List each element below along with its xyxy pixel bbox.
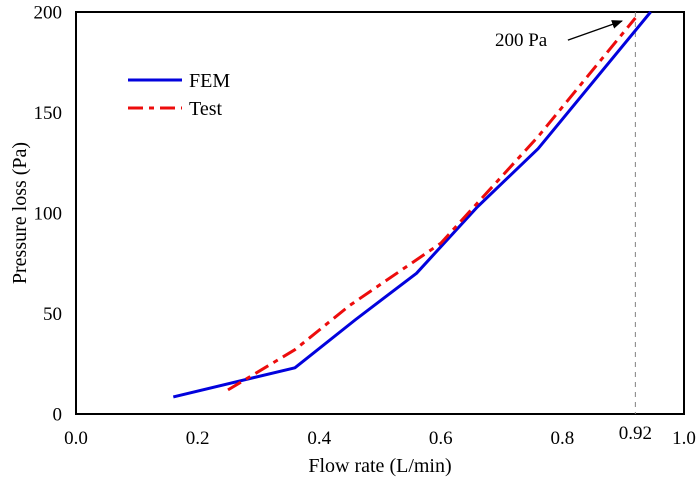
x-tick-label-0.92: 0.92 <box>619 423 652 444</box>
annotation-arrow <box>567 20 623 41</box>
x-tick-label-0.0: 0.0 <box>64 428 88 449</box>
x-tick-label-0.8: 0.8 <box>551 428 575 449</box>
y-tick-label-50: 50 <box>43 304 62 325</box>
y-tick-label-200: 200 <box>34 3 63 24</box>
x-axis-tick-labels: 0.0 0.2 0.4 0.6 0.8 0.92 1.0 <box>64 423 696 449</box>
y-tick-label-0: 0 <box>53 405 63 426</box>
y-axis-title: Pressure loss (Pa) <box>9 142 31 284</box>
x-tick-label-1.0: 1.0 <box>672 428 696 449</box>
y-axis-tick-labels: 0 50 100 150 200 <box>34 3 63 426</box>
x-axis-title: Flow rate (L/min) <box>308 455 451 477</box>
legend: FEM Test <box>128 70 230 120</box>
legend-label-fem: FEM <box>189 70 230 92</box>
data-series-group <box>172 11 652 399</box>
y-tick-label-100: 100 <box>34 204 63 225</box>
legend-label-test: Test <box>189 98 222 120</box>
series-line-test <box>227 17 637 392</box>
series-line-fem <box>172 11 652 399</box>
x-tick-label-0.6: 0.6 <box>429 428 453 449</box>
annotation-label: 200 Pa <box>495 30 548 51</box>
plot-area-border <box>75 11 685 415</box>
x-tick-label-0.4: 0.4 <box>307 428 331 449</box>
y-tick-label-150: 150 <box>34 103 63 124</box>
annotation-200pa: 200 Pa <box>495 20 623 51</box>
x-tick-label-0.2: 0.2 <box>186 428 210 449</box>
